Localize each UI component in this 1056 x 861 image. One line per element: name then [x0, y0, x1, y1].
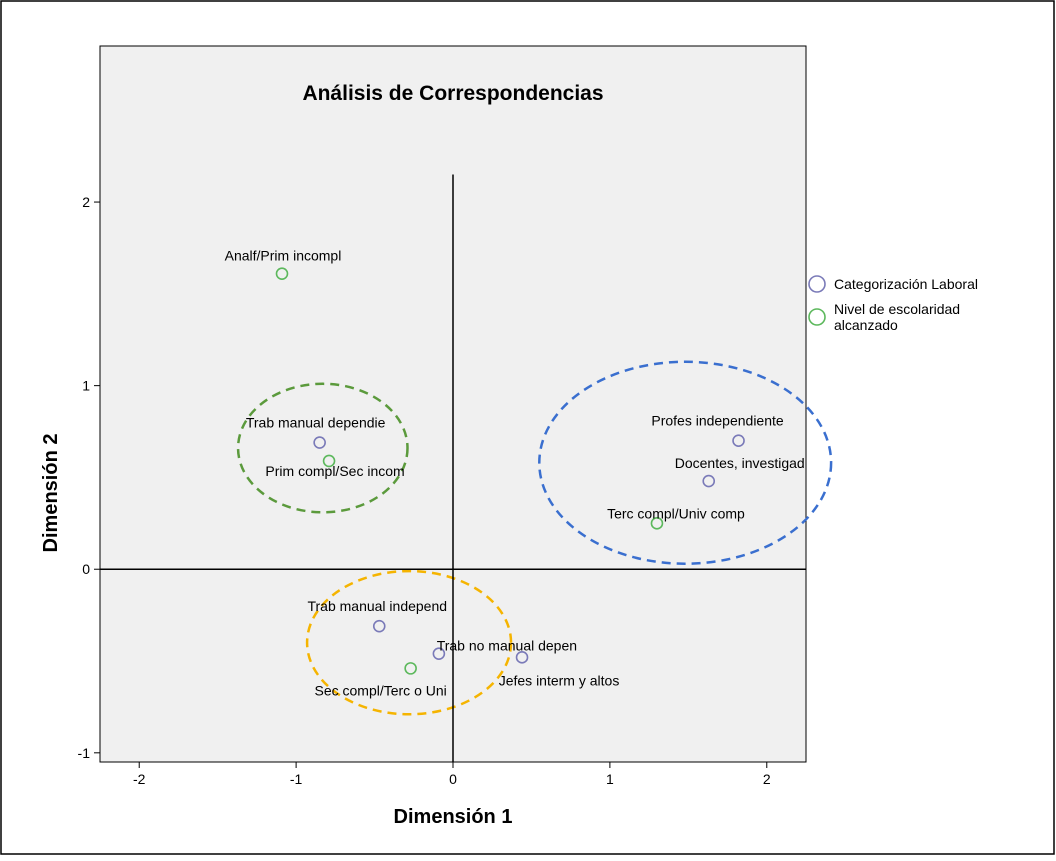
- point-trab-manual-dependie: [313, 436, 326, 449]
- point-label-terc-compl-univ-comp: Terc compl/Univ comp: [607, 505, 745, 521]
- point-jefes-interm-y-altos: [515, 651, 529, 664]
- axis-ticks: -2 -1 0 1 2 -1 0 1 2: [78, 194, 771, 787]
- chart-title: Análisis de Correspondencias: [302, 82, 603, 105]
- point-label-trab-manual-independ: Trab manual independ: [307, 598, 447, 614]
- highlight-circles: [236, 360, 833, 716]
- point-analf-prim-incompl: [275, 267, 289, 280]
- point-terc-compl-univ-comp: [650, 517, 664, 530]
- highlight-circle-2: [538, 360, 833, 565]
- legend-label-nivel-de-escolaridad-alcanzado: Nivel de escolaridad alcanzado: [834, 301, 960, 333]
- y-axis-title: Dimensión 2: [40, 434, 62, 553]
- point-label-trab-manual-dependie: Trab manual dependie: [246, 415, 386, 431]
- point-sec-compl-terc-o-uni: [404, 662, 417, 675]
- point-trab-manual-independ: [372, 619, 386, 633]
- point-label-profes-independiente: Profes independiente: [651, 413, 784, 429]
- point-trab-no-manual-depen: [432, 647, 446, 660]
- x-tick-label-2: -2: [133, 771, 146, 787]
- point-profes-independiente: [732, 434, 745, 448]
- point-label-sec-compl-terc-o-uni: Sec compl/Terc o Uni: [314, 682, 446, 698]
- highlight-circle-1: [236, 382, 409, 514]
- y-tick-label-0: 0: [82, 561, 90, 577]
- data-points: Trab manual dependie Profes independiente…: [225, 248, 805, 699]
- legend-marker-nivel-de-escolaridad-alcanzado: [808, 308, 826, 326]
- legend: Categorización Laboral Nivel de escolarid…: [808, 275, 978, 333]
- reference-lines: [100, 174, 806, 762]
- point-label-docentes-investigad: Docentes, investigad: [675, 455, 805, 471]
- y-tick-label-1: 1: [82, 378, 90, 394]
- x-tick-label-0: 0: [449, 771, 457, 787]
- point-prim-compl-sec-incom: [322, 454, 336, 468]
- point-docentes-investigad: [702, 474, 716, 488]
- x-tick-label-1: -1: [290, 771, 303, 787]
- x-axis-title: Dimensión 1: [394, 806, 513, 828]
- y-tick-label-2: 2: [82, 194, 90, 210]
- highlight-circle-3: [305, 569, 513, 716]
- x-tick-label-2: 2: [763, 771, 771, 787]
- legend-label-categorizacion-laboral: Categorización Laboral: [834, 276, 978, 292]
- point-label-prim-compl-sec-incom: Prim compl/Sec incom: [265, 463, 404, 479]
- y-tick-label-1: -1: [78, 745, 91, 761]
- point-label-jefes-interm-y-altos: Jefes interm y altos: [499, 672, 620, 688]
- x-tick-label-1: 1: [606, 771, 614, 787]
- point-label-trab-no-manual-depen: Trab no manual depen: [437, 638, 577, 654]
- legend-marker-categorizacion-laboral: [808, 275, 826, 293]
- point-label-analf-prim-incompl: Analf/Prim incompl: [225, 248, 342, 264]
